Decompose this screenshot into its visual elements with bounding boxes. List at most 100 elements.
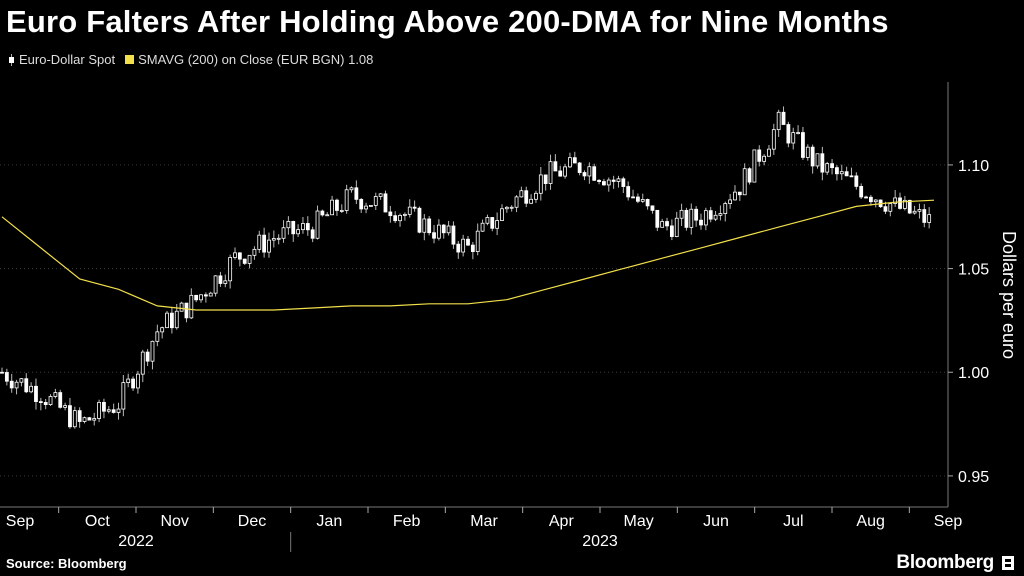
candle-body xyxy=(359,198,364,210)
legend-sma-label: SMAVG (200) on Close (EUR BGN) 1.08 xyxy=(138,52,374,67)
candle-body xyxy=(228,257,233,282)
candle-body xyxy=(199,294,203,301)
legend-item-sma: SMAVG (200) on Close (EUR BGN) 1.08 xyxy=(125,52,373,67)
y-tick-label: 0.95 xyxy=(958,469,989,486)
candle-body xyxy=(699,219,703,226)
candle-body xyxy=(271,238,276,241)
candle-body xyxy=(888,203,893,212)
candle-body xyxy=(34,385,38,402)
candle-body xyxy=(480,222,485,232)
candle-body xyxy=(184,302,189,319)
candle-body xyxy=(767,148,771,157)
candle-body xyxy=(635,196,640,202)
candle-body xyxy=(179,302,184,312)
candle-body xyxy=(58,392,63,408)
candle-body xyxy=(893,197,898,204)
candle-body xyxy=(669,225,674,237)
candle-body xyxy=(296,229,301,235)
candle-body xyxy=(713,214,718,220)
candle-body xyxy=(708,210,713,220)
candle-body xyxy=(218,275,223,284)
bloomberg-logo: Bloomberg xyxy=(896,552,994,573)
candle-body xyxy=(703,210,708,226)
x-tick-label: Sep xyxy=(6,513,35,530)
candle-body xyxy=(650,205,655,211)
candle-body xyxy=(524,190,529,204)
candle-body xyxy=(626,186,631,198)
legend-spot-label: Euro-Dollar Spot xyxy=(19,52,116,67)
x-tick-label: May xyxy=(624,513,654,530)
candle-body xyxy=(514,196,519,208)
candle-body xyxy=(728,199,733,204)
candle-body xyxy=(752,149,757,183)
candle-body xyxy=(733,191,737,201)
y-tick-label: 1.00 xyxy=(958,365,989,382)
candle-body xyxy=(136,373,140,389)
candle-body xyxy=(495,220,500,229)
candle-body xyxy=(912,210,917,214)
candle-body xyxy=(534,192,538,200)
candle-body xyxy=(165,312,169,329)
year-label: 2023 xyxy=(582,533,618,550)
chart-legend: Euro-Dollar Spot SMAVG (200) on Close (E… xyxy=(8,52,383,67)
candle-body xyxy=(247,254,252,264)
candle-body xyxy=(53,392,58,397)
candle-body xyxy=(349,187,354,191)
candle-body xyxy=(257,234,262,250)
candle-body xyxy=(422,218,427,233)
x-tick-label: Dec xyxy=(238,513,266,530)
candle-body xyxy=(131,378,135,389)
candle-body xyxy=(859,186,864,198)
candle-body xyxy=(276,237,281,240)
x-tick-label: Apr xyxy=(549,513,575,530)
candle-body xyxy=(412,206,417,209)
candle-body xyxy=(568,157,572,168)
candle-body xyxy=(771,129,776,150)
candle-body xyxy=(267,239,271,253)
candle-body xyxy=(543,174,548,184)
chart-title: Euro Falters After Holding Above 200-DMA… xyxy=(6,4,889,39)
candle-body xyxy=(883,206,888,212)
candle-body xyxy=(63,405,68,408)
candle-body xyxy=(203,294,208,297)
x-tick-label: Aug xyxy=(856,513,884,530)
candle-body xyxy=(286,221,291,229)
candle-body xyxy=(490,217,495,229)
candle-body xyxy=(72,410,77,428)
candle-body xyxy=(470,244,475,252)
sma-line xyxy=(1,199,935,311)
candle-body xyxy=(597,179,601,182)
candlestick-icon xyxy=(8,53,16,66)
legend-item-spot: Euro-Dollar Spot xyxy=(8,52,115,67)
candle-body xyxy=(48,396,53,405)
x-tick-label: Mar xyxy=(470,513,498,530)
candle-body xyxy=(461,238,466,253)
candle-body xyxy=(907,199,912,214)
candle-body xyxy=(92,418,97,421)
candle-body xyxy=(194,294,199,301)
candle-body xyxy=(0,371,4,374)
candle-body xyxy=(757,149,762,162)
candle-body xyxy=(621,178,626,187)
candle-body xyxy=(208,292,213,297)
candle-body xyxy=(407,206,412,215)
candle-body xyxy=(344,189,349,211)
candle-body xyxy=(335,199,339,211)
candle-body xyxy=(378,193,383,197)
candle-body xyxy=(432,232,436,239)
candle-body xyxy=(436,224,441,239)
candle-body xyxy=(723,203,728,214)
candle-body xyxy=(4,372,9,382)
candle-body xyxy=(301,223,305,231)
candle-body xyxy=(237,252,242,260)
candle-body xyxy=(582,172,587,177)
candle-body xyxy=(577,162,582,173)
candle-body xyxy=(111,409,116,413)
candle-body xyxy=(223,280,228,284)
candle-body xyxy=(24,378,29,393)
candle-body xyxy=(160,327,165,333)
x-tick-label: Sep xyxy=(934,513,963,530)
candle-body xyxy=(553,161,558,172)
x-tick-label: Nov xyxy=(160,513,188,530)
candle-body xyxy=(29,385,34,393)
